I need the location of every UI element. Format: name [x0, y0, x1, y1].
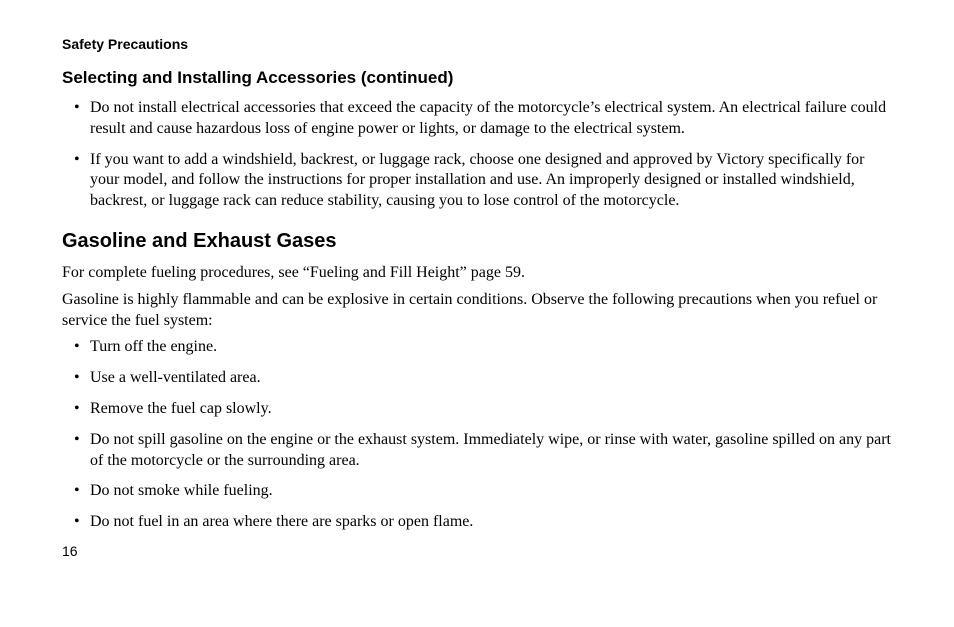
gasoline-bullets: Turn off the engine. Use a well-ventilat…: [62, 337, 896, 533]
list-item: Do not install electrical accessories th…: [62, 98, 896, 140]
list-item: Do not fuel in an area where there are s…: [62, 512, 896, 533]
accessories-bullets: Do not install electrical accessories th…: [62, 98, 896, 212]
section-heading: Gasoline and Exhaust Gases: [62, 230, 896, 253]
body-paragraph: Gasoline is highly flammable and can be …: [62, 290, 896, 332]
list-item: Turn off the engine.: [62, 337, 896, 358]
body-paragraph: For complete fueling procedures, see “Fu…: [62, 263, 896, 284]
running-head: Safety Precautions: [62, 36, 896, 52]
page-number: 16: [62, 543, 896, 559]
list-item: Do not spill gasoline on the engine or t…: [62, 430, 896, 472]
list-item: If you want to add a windshield, backres…: [62, 150, 896, 212]
subsection-heading: Selecting and Installing Accessories (co…: [62, 68, 896, 88]
list-item: Use a well-ventilated area.: [62, 368, 896, 389]
manual-page: Safety Precautions Selecting and Install…: [0, 0, 954, 579]
list-item: Remove the fuel cap slowly.: [62, 399, 896, 420]
list-item: Do not smoke while fueling.: [62, 481, 896, 502]
